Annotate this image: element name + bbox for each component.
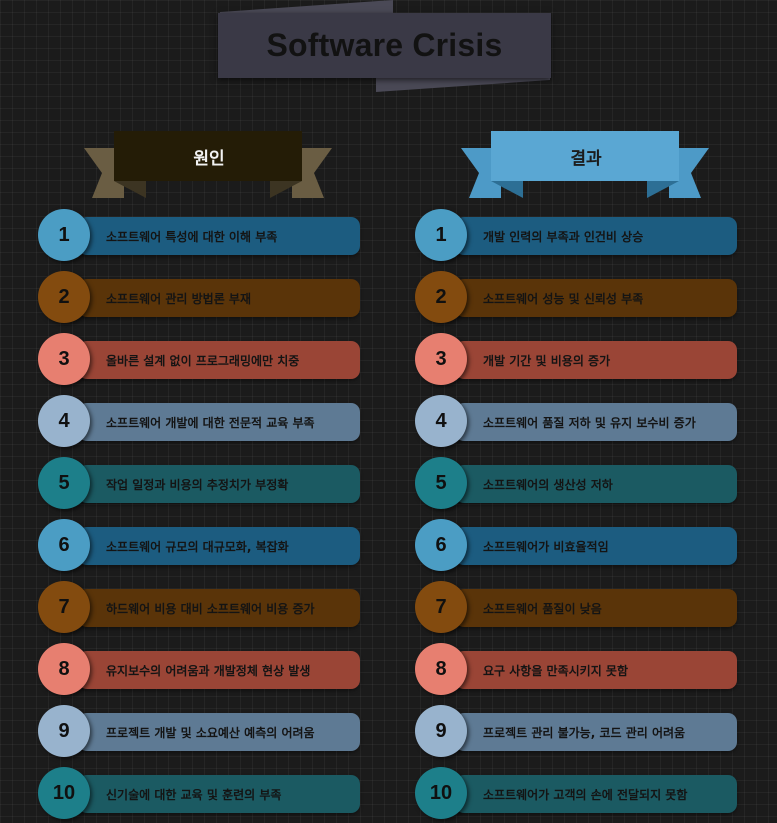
cause-bar: 소프트웨어 관리 방법론 부재	[78, 279, 360, 317]
cause-number-badge: 8	[38, 643, 90, 695]
cause-bar: 하드웨어 비용 대비 소프트웨어 비용 증가	[78, 589, 360, 627]
cause-number: 5	[58, 471, 70, 494]
result-number-badge: 7	[415, 581, 467, 633]
result-text: 개발 인력의 부족과 인건비 상승	[483, 229, 644, 244]
result-number: 10	[429, 781, 453, 804]
result-number: 6	[435, 533, 447, 556]
result-number-badge: 6	[415, 519, 467, 571]
cause-bar: 유지보수의 어려움과 개발정체 현상 발생	[78, 651, 360, 689]
cause-text: 하드웨어 비용 대비 소프트웨어 비용 증가	[106, 601, 315, 616]
cause-text: 올바른 설계 없이 프로그래밍에만 치중	[106, 353, 300, 368]
cause-bar: 소프트웨어 개발에 대한 전문적 교육 부족	[78, 403, 360, 441]
result-number-badge: 2	[415, 271, 467, 323]
cause-number-badge: 1	[38, 209, 90, 261]
results-header: 결과	[461, 131, 711, 201]
cause-number: 10	[52, 781, 76, 804]
cause-text: 작업 일정과 비용의 추정치가 부정확	[106, 477, 289, 492]
cause-text: 프로젝트 개발 및 소요예산 예측의 어려움	[106, 725, 315, 740]
result-number: 8	[435, 657, 447, 680]
cause-number-badge: 5	[38, 457, 90, 509]
result-bar: 요구 사항을 만족시키지 못함	[455, 651, 737, 689]
title-banner: Software Crisis	[218, 13, 551, 78]
result-text: 소프트웨어 성능 및 신뢰성 부족	[483, 291, 644, 306]
cause-number-badge: 2	[38, 271, 90, 323]
cause-number-badge: 3	[38, 333, 90, 385]
result-bar: 소프트웨어 품질 저하 및 유지 보수비 증가	[455, 403, 737, 441]
result-number-badge: 4	[415, 395, 467, 447]
cause-bar: 작업 일정과 비용의 추정치가 부정확	[78, 465, 360, 503]
result-bar: 소프트웨어 품질이 낮음	[455, 589, 737, 627]
page-title: Software Crisis	[266, 27, 503, 63]
result-text: 개발 기간 및 비용의 증가	[483, 353, 611, 368]
cause-text: 소프트웨어 개발에 대한 전문적 교육 부족	[106, 415, 315, 430]
result-bar: 개발 기간 및 비용의 증가	[455, 341, 737, 379]
result-text: 요구 사항을 만족시키지 못함	[483, 663, 629, 678]
cause-bar: 신기술에 대한 교육 및 훈련의 부족	[78, 775, 360, 813]
cause-number-badge: 4	[38, 395, 90, 447]
cause-number-badge: 6	[38, 519, 90, 571]
result-bar: 소프트웨어가 고객의 손에 전달되지 못함	[455, 775, 737, 813]
cause-number: 4	[58, 409, 70, 432]
cause-number: 3	[58, 347, 70, 370]
results-header-label: 결과	[570, 148, 602, 169]
result-text: 소프트웨어가 비효율적임	[483, 539, 609, 554]
result-number-badge: 5	[415, 457, 467, 509]
cause-number-badge: 9	[38, 705, 90, 757]
cause-bar: 소프트웨어 특성에 대한 이해 부족	[78, 217, 360, 255]
result-number: 2	[435, 285, 447, 308]
result-number: 9	[435, 719, 447, 742]
result-number: 7	[435, 595, 447, 618]
causes-ribbon-shape	[84, 131, 332, 198]
cause-text: 유지보수의 어려움과 개발정체 현상 발생	[106, 663, 311, 678]
cause-text: 소프트웨어 관리 방법론 부재	[106, 291, 252, 306]
causes-header-label: 원인	[193, 148, 225, 169]
cause-number-badge: 7	[38, 581, 90, 633]
cause-text: 소프트웨어 규모의 대규모화, 복잡화	[106, 539, 289, 554]
cause-number: 9	[58, 719, 70, 742]
result-number: 5	[435, 471, 447, 494]
causes-header: 원인	[84, 131, 334, 201]
result-number-badge: 9	[415, 705, 467, 757]
results-ribbon-shape	[461, 131, 709, 198]
result-number-badge: 3	[415, 333, 467, 385]
result-text: 소프트웨어가 고객의 손에 전달되지 못함	[483, 787, 688, 802]
result-number: 4	[435, 409, 447, 432]
result-bar: 소프트웨어의 생산성 저하	[455, 465, 737, 503]
cause-text: 소프트웨어 특성에 대한 이해 부족	[106, 229, 278, 244]
cause-number: 1	[58, 223, 70, 246]
result-bar: 소프트웨어가 비효율적임	[455, 527, 737, 565]
result-number: 3	[435, 347, 447, 370]
result-bar: 소프트웨어 성능 및 신뢰성 부족	[455, 279, 737, 317]
result-number-badge: 10	[415, 767, 467, 819]
cause-bar: 올바른 설계 없이 프로그래밍에만 치중	[78, 341, 360, 379]
result-bar: 프로젝트 관리 불가능, 코드 관리 어려움	[455, 713, 737, 751]
result-number-badge: 1	[415, 209, 467, 261]
cause-number: 8	[58, 657, 70, 680]
cause-number: 6	[58, 533, 70, 556]
result-text: 소프트웨어 품질이 낮음	[483, 601, 602, 616]
cause-bar: 프로젝트 개발 및 소요예산 예측의 어려움	[78, 713, 360, 751]
cause-bar: 소프트웨어 규모의 대규모화, 복잡화	[78, 527, 360, 565]
result-text: 프로젝트 관리 불가능, 코드 관리 어려움	[483, 725, 686, 740]
result-bar: 개발 인력의 부족과 인건비 상승	[455, 217, 737, 255]
cause-number: 2	[58, 285, 70, 308]
cause-number: 7	[58, 595, 70, 618]
result-text: 소프트웨어의 생산성 저하	[483, 477, 613, 492]
result-number: 1	[435, 223, 447, 246]
cause-text: 신기술에 대한 교육 및 훈련의 부족	[106, 787, 282, 802]
result-number-badge: 8	[415, 643, 467, 695]
cause-number-badge: 10	[38, 767, 90, 819]
result-text: 소프트웨어 품질 저하 및 유지 보수비 증가	[483, 415, 696, 430]
